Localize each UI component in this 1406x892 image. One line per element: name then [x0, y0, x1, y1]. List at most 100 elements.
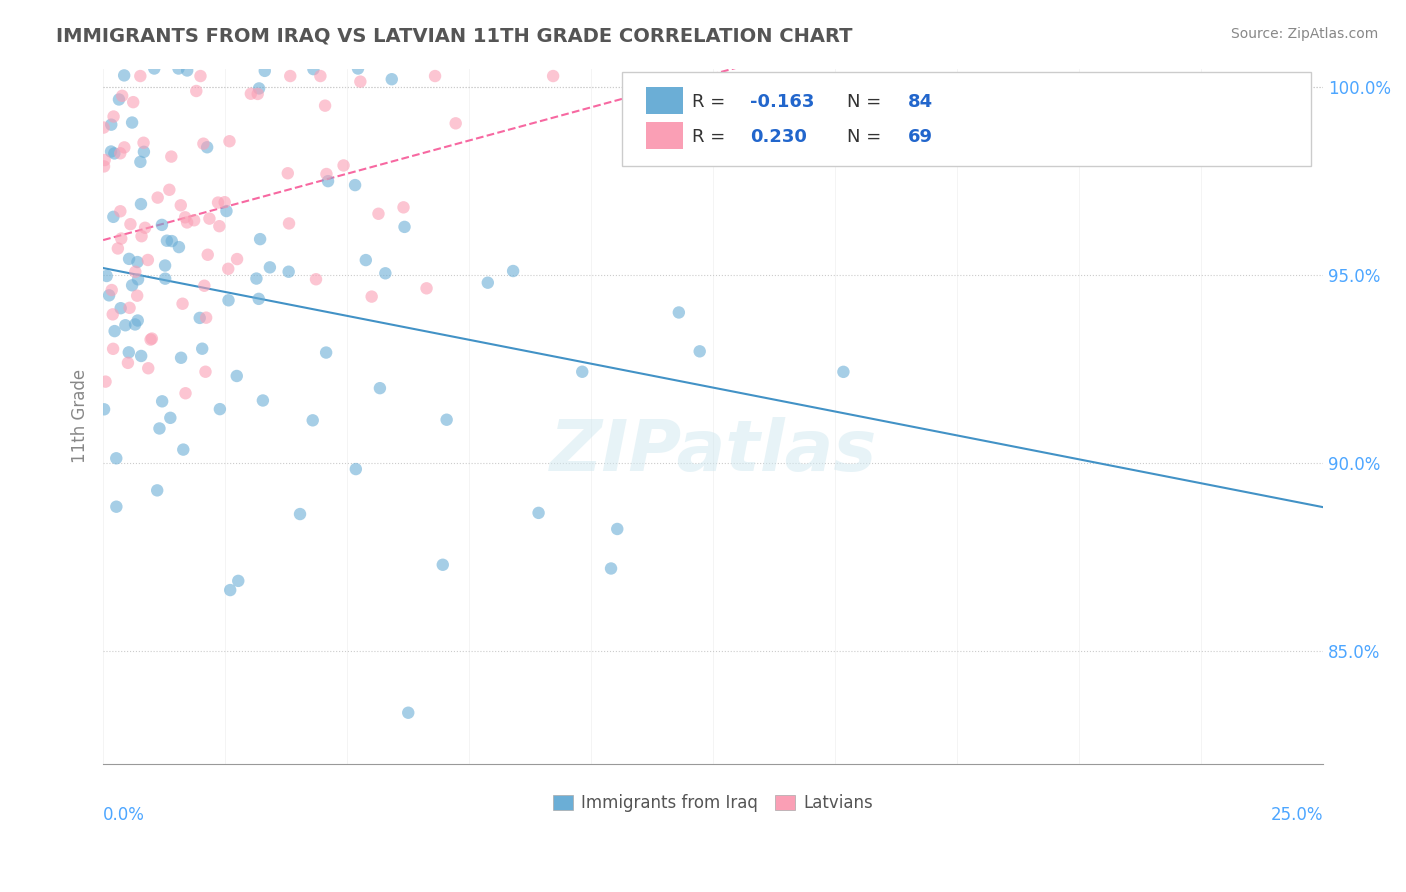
- Text: R =: R =: [692, 93, 731, 111]
- Point: [288, 507, 311, 521]
- Point: [105, 451, 128, 466]
- FancyBboxPatch shape: [621, 72, 1310, 166]
- Point: [208, 219, 231, 234]
- Point: [394, 219, 416, 234]
- Point: [172, 297, 194, 311]
- Point: [571, 365, 593, 379]
- Point: [191, 342, 214, 356]
- Point: [131, 229, 153, 244]
- Point: [118, 252, 141, 266]
- Point: [832, 365, 855, 379]
- Point: [349, 74, 371, 88]
- Point: [129, 349, 152, 363]
- Point: [100, 283, 122, 297]
- Point: [129, 69, 152, 83]
- Point: [141, 332, 163, 346]
- Point: [170, 351, 193, 365]
- Point: [172, 442, 194, 457]
- Point: [315, 345, 337, 359]
- Point: [103, 110, 125, 124]
- Point: [124, 265, 146, 279]
- Point: [110, 301, 132, 316]
- Point: [195, 310, 218, 325]
- Point: [129, 154, 152, 169]
- Point: [198, 211, 221, 226]
- Text: R =: R =: [692, 128, 731, 145]
- Point: [111, 88, 134, 103]
- Point: [118, 345, 141, 359]
- Point: [215, 204, 238, 219]
- Point: [114, 318, 136, 333]
- Point: [176, 215, 198, 229]
- Point: [245, 271, 267, 285]
- Text: -0.163: -0.163: [749, 93, 814, 111]
- Point: [108, 93, 131, 107]
- Text: 69: 69: [908, 128, 934, 145]
- Point: [219, 583, 242, 598]
- Point: [225, 369, 247, 384]
- Point: [690, 117, 713, 131]
- Point: [150, 394, 173, 409]
- Point: [344, 462, 367, 476]
- Point: [110, 204, 132, 219]
- Point: [153, 259, 176, 273]
- Point: [541, 69, 564, 83]
- Point: [136, 361, 159, 376]
- Point: [314, 98, 336, 112]
- Point: [183, 213, 205, 227]
- Point: [689, 344, 711, 359]
- Point: [132, 136, 155, 150]
- Point: [100, 145, 122, 159]
- Point: [150, 218, 173, 232]
- Point: [668, 305, 690, 319]
- Point: [226, 252, 249, 266]
- Point: [146, 191, 169, 205]
- Point: [167, 240, 190, 254]
- Text: Source: ZipAtlas.com: Source: ZipAtlas.com: [1230, 27, 1378, 41]
- Point: [118, 301, 141, 315]
- Point: [134, 220, 156, 235]
- Point: [415, 281, 437, 295]
- Point: [112, 69, 135, 83]
- Text: IMMIGRANTS FROM IRAQ VS LATVIAN 11TH GRADE CORRELATION CHART: IMMIGRANTS FROM IRAQ VS LATVIAN 11TH GRA…: [56, 27, 853, 45]
- Point: [170, 198, 193, 212]
- Point: [527, 506, 550, 520]
- Point: [249, 232, 271, 246]
- Point: [121, 278, 143, 293]
- Point: [167, 62, 190, 76]
- Point: [121, 115, 143, 129]
- Point: [110, 231, 132, 245]
- Point: [93, 120, 115, 135]
- Point: [146, 483, 169, 498]
- Point: [252, 393, 274, 408]
- Point: [101, 307, 124, 321]
- Point: [112, 140, 135, 154]
- Point: [157, 183, 180, 197]
- Point: [124, 318, 146, 332]
- Point: [277, 166, 299, 180]
- Point: [606, 522, 628, 536]
- Point: [122, 95, 145, 110]
- Point: [278, 216, 301, 230]
- Point: [208, 402, 231, 417]
- Point: [315, 167, 337, 181]
- Point: [159, 410, 181, 425]
- Point: [148, 421, 170, 435]
- Point: [354, 253, 377, 268]
- Point: [381, 72, 404, 87]
- Point: [132, 145, 155, 159]
- Point: [176, 63, 198, 78]
- Text: ZIPatlas: ZIPatlas: [550, 417, 877, 485]
- Point: [423, 69, 446, 83]
- Point: [253, 63, 276, 78]
- Legend: Immigrants from Iraq, Latvians: Immigrants from Iraq, Latvians: [547, 788, 880, 819]
- Point: [160, 234, 183, 248]
- Point: [127, 289, 149, 303]
- Point: [174, 386, 197, 401]
- Point: [117, 356, 139, 370]
- Point: [104, 324, 127, 338]
- Point: [105, 500, 128, 514]
- Text: 0.0%: 0.0%: [103, 806, 145, 824]
- Point: [444, 116, 467, 130]
- Point: [190, 69, 212, 83]
